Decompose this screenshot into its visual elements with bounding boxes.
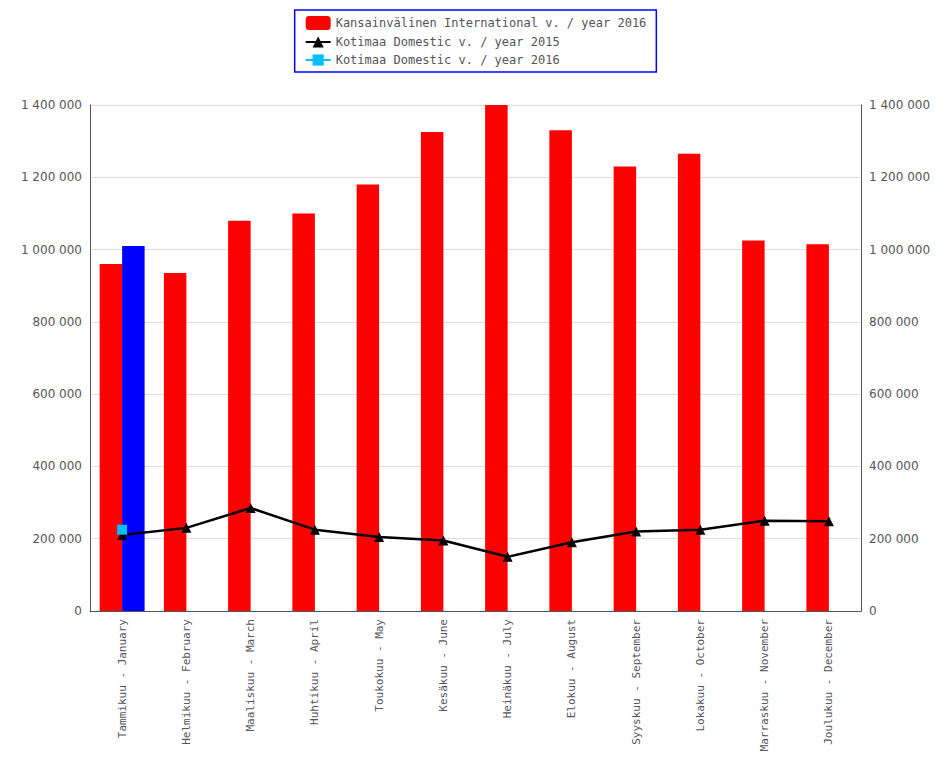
svg-text:1 400 000: 1 400 000	[21, 98, 82, 112]
svg-text:Elokuu - August: Elokuu - August	[565, 619, 578, 718]
svg-text:800 000: 800 000	[869, 315, 919, 329]
svg-text:1 000 000: 1 000 000	[21, 243, 82, 257]
svg-text:Joulukuu - December: Joulukuu - December	[822, 619, 835, 745]
svg-text:Huhtikuu - April: Huhtikuu - April	[308, 619, 321, 725]
svg-text:Helmikuu - February: Helmikuu - February	[180, 619, 193, 745]
svg-text:Kotimaa Domestic v. / year 201: Kotimaa Domestic v. / year 2015	[336, 35, 560, 49]
svg-text:Heinäkuu - July: Heinäkuu - July	[501, 619, 514, 719]
svg-text:1 200 000: 1 200 000	[869, 170, 930, 184]
svg-text:Lokakuu - October: Lokakuu - October	[694, 619, 707, 732]
svg-text:600 000: 600 000	[869, 387, 919, 401]
svg-text:400 000: 400 000	[869, 459, 919, 473]
svg-text:0: 0	[74, 604, 82, 618]
svg-text:Syyskuu - September: Syyskuu - September	[630, 619, 643, 745]
svg-text:Toukokuu - May: Toukokuu - May	[373, 619, 386, 712]
svg-text:0: 0	[869, 604, 877, 618]
svg-text:Marraskuu - November: Marraskuu - November	[758, 619, 771, 752]
svg-text:600 000: 600 000	[32, 387, 82, 401]
svg-text:1 200 000: 1 200 000	[21, 170, 82, 184]
svg-text:1 400 000: 1 400 000	[869, 98, 930, 112]
svg-text:Maaliskuu - March: Maaliskuu - March	[244, 619, 257, 732]
svg-text:1 000 000: 1 000 000	[869, 243, 930, 257]
svg-text:800 000: 800 000	[32, 315, 82, 329]
svg-text:200 000: 200 000	[32, 532, 82, 546]
svg-text:Kesäkuu - June: Kesäkuu - June	[437, 619, 450, 712]
svg-text:Kotimaa Domestic v. / year 201: Kotimaa Domestic v. / year 2016	[336, 53, 560, 67]
svg-text:200 000: 200 000	[869, 532, 919, 546]
svg-text:Kansainvälinen International v: Kansainvälinen International v. / year 2…	[336, 16, 647, 30]
svg-text:Tammikuu - January: Tammikuu - January	[116, 619, 129, 739]
svg-text:400 000: 400 000	[32, 459, 82, 473]
